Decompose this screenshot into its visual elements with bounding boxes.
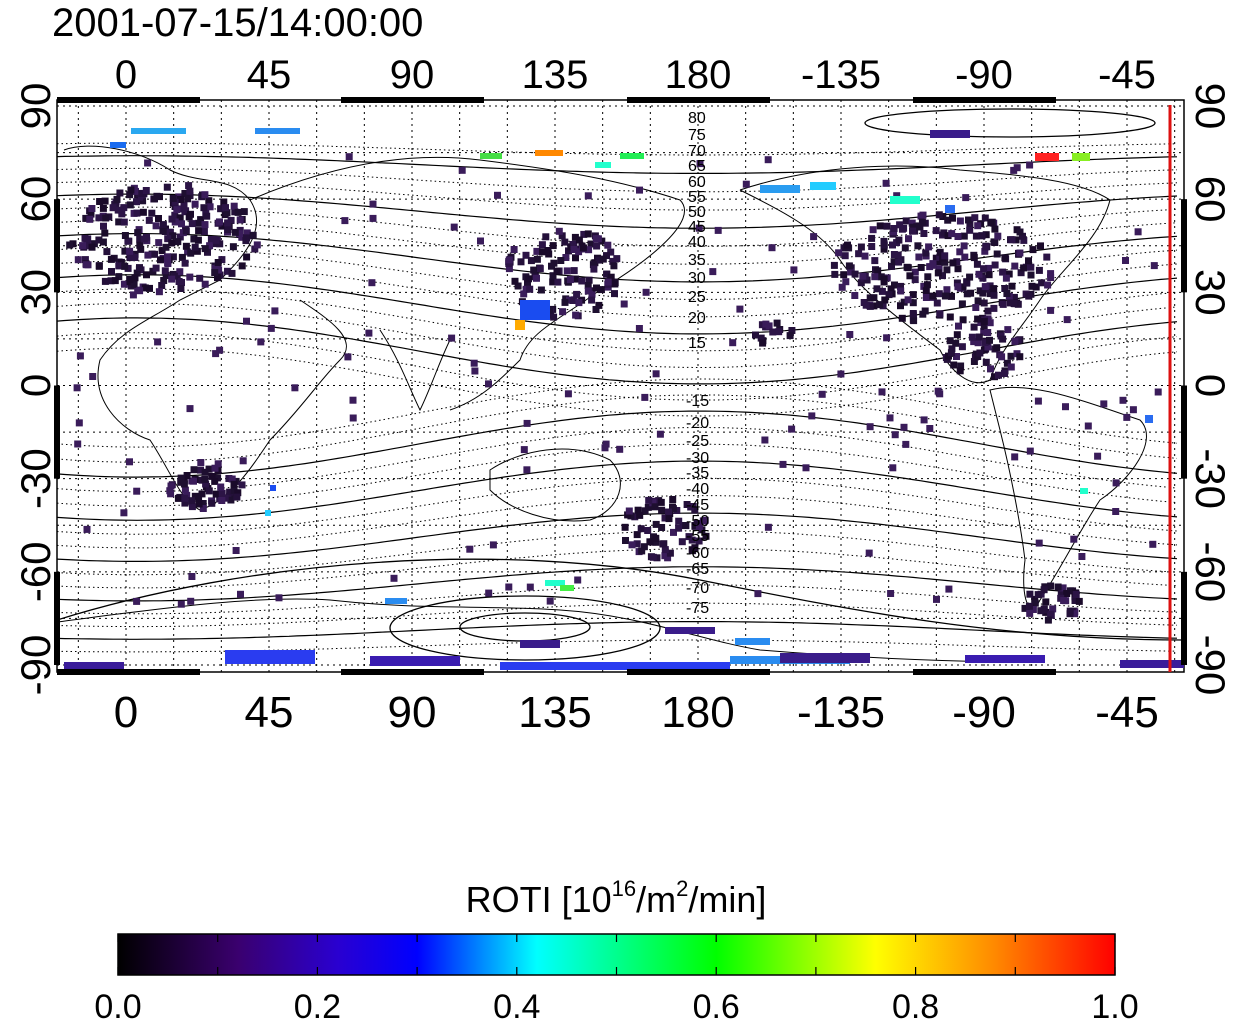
geomag-label-south: -60 [686, 545, 709, 562]
geomag-label-south: -70 [686, 580, 709, 597]
right-latitude-ticks: 90 60 30 0 -30 -60 -90 [1187, 83, 1234, 696]
geomag-label-south: -65 [686, 561, 709, 578]
right-lat-tick-label: -30 [1187, 448, 1234, 509]
geomag-label-south: -15 [686, 393, 709, 410]
left-lat-tick-label: 0 [12, 374, 59, 397]
left-lat-tick-label: -90 [12, 635, 59, 696]
top-lon-tick-label: 90 [390, 53, 435, 97]
geomag-label-north: 15 [688, 335, 706, 352]
geomag-label-south: -40 [686, 481, 709, 498]
timestamp-title: 2001-07-15/14:00:00 [52, 1, 423, 45]
roti-observations [64, 128, 1184, 670]
geomag-label-south: -55 [686, 528, 709, 545]
top-lon-tick-label: 180 [665, 53, 732, 97]
coastlines [57, 145, 1147, 663]
right-lat-tick-label: 90 [1187, 83, 1234, 130]
left-lat-tick-label: 30 [12, 269, 59, 316]
left-lat-tick-label: 60 [12, 176, 59, 223]
lat-lon-grid [57, 100, 1184, 672]
bottom-lon-tick-label: 135 [518, 688, 591, 737]
top-lon-tick-label: 135 [522, 53, 589, 97]
right-lat-tick-label: -90 [1187, 635, 1234, 696]
geomag-label-north: 70 [688, 143, 706, 160]
geomag-label-north: 45 [688, 219, 706, 236]
geomag-label-north: 60 [688, 174, 706, 191]
right-lat-tick-label: 0 [1187, 374, 1234, 397]
geomag-label-south: -25 [686, 433, 709, 450]
right-lat-tick-label: -60 [1187, 541, 1234, 602]
colorbar-tick-label: 1.0 [1091, 988, 1138, 1024]
top-lon-tick-label: -45 [1098, 53, 1156, 97]
bottom-lon-tick-label: -90 [952, 688, 1016, 737]
geomag-label-south: -30 [686, 450, 709, 467]
bottom-longitude-ticks: 0 45 90 135 180 -135 -90 -45 [114, 688, 1159, 737]
left-latitude-ticks: 90 60 30 0 -30 -60 -90 [12, 83, 59, 696]
geomag-label-north: 30 [688, 270, 706, 287]
geomagnetic-latitude-contours [57, 108, 1184, 661]
bottom-lon-tick-label: -45 [1095, 688, 1159, 737]
bottom-lon-tick-label: 45 [245, 688, 294, 737]
geomag-label-north: 65 [688, 158, 706, 175]
colorbar: ROTI [1016/m2/min] 0.0 0.2 0.4 0.6 0.8 1.0 [94, 876, 1138, 1024]
geomag-label-north: 55 [688, 189, 706, 206]
colorbar-tick-label: 0.4 [493, 988, 540, 1024]
geomag-label-north: 25 [688, 289, 706, 306]
bottom-lon-tick-label: -135 [797, 688, 885, 737]
top-lon-tick-label: 0 [115, 53, 137, 97]
frame-tick-bars [54, 97, 1187, 675]
colorbar-tick-label: 0.8 [892, 988, 939, 1024]
colorbar-title: ROTI [1016/m2/min] [466, 876, 767, 920]
bottom-lon-tick-label: 0 [114, 688, 138, 737]
geomag-label-north: 50 [688, 204, 706, 221]
colorbar-ticks: 0.0 0.2 0.4 0.6 0.8 1.0 [94, 934, 1139, 1024]
left-lat-tick-label: 90 [12, 83, 59, 130]
left-lat-tick-label: -30 [12, 448, 59, 509]
colorbar-tick-label: 0.6 [693, 988, 740, 1024]
left-lat-tick-label: -60 [12, 541, 59, 602]
colorbar-tick-label: 0.0 [94, 988, 141, 1024]
right-lat-tick-label: 30 [1187, 269, 1234, 316]
colorbar-tick-label: 0.2 [294, 988, 341, 1024]
geomag-label-south: -20 [686, 415, 709, 432]
geomag-label-north: 40 [688, 234, 706, 251]
geomag-label-north: 75 [688, 127, 706, 144]
geomag-label-north: 35 [688, 252, 706, 269]
bottom-lon-tick-label: 90 [388, 688, 437, 737]
top-lon-tick-label: 45 [247, 53, 292, 97]
top-lon-tick-label: -135 [801, 53, 881, 97]
geomag-label-south: -75 [686, 600, 709, 617]
geomag-label-north: 20 [688, 310, 706, 327]
top-longitude-ticks: 0 45 90 135 180 -135 -90 -45 [115, 53, 1156, 97]
geomag-label-south: -35 [686, 465, 709, 482]
bottom-lon-tick-label: 180 [661, 688, 734, 737]
top-lon-tick-label: -90 [955, 53, 1013, 97]
geomag-label-south: -45 [686, 497, 709, 514]
right-lat-tick-label: 60 [1187, 176, 1234, 223]
geomag-label-north: 80 [688, 110, 706, 127]
geomag-label-south: -50 [686, 513, 709, 530]
